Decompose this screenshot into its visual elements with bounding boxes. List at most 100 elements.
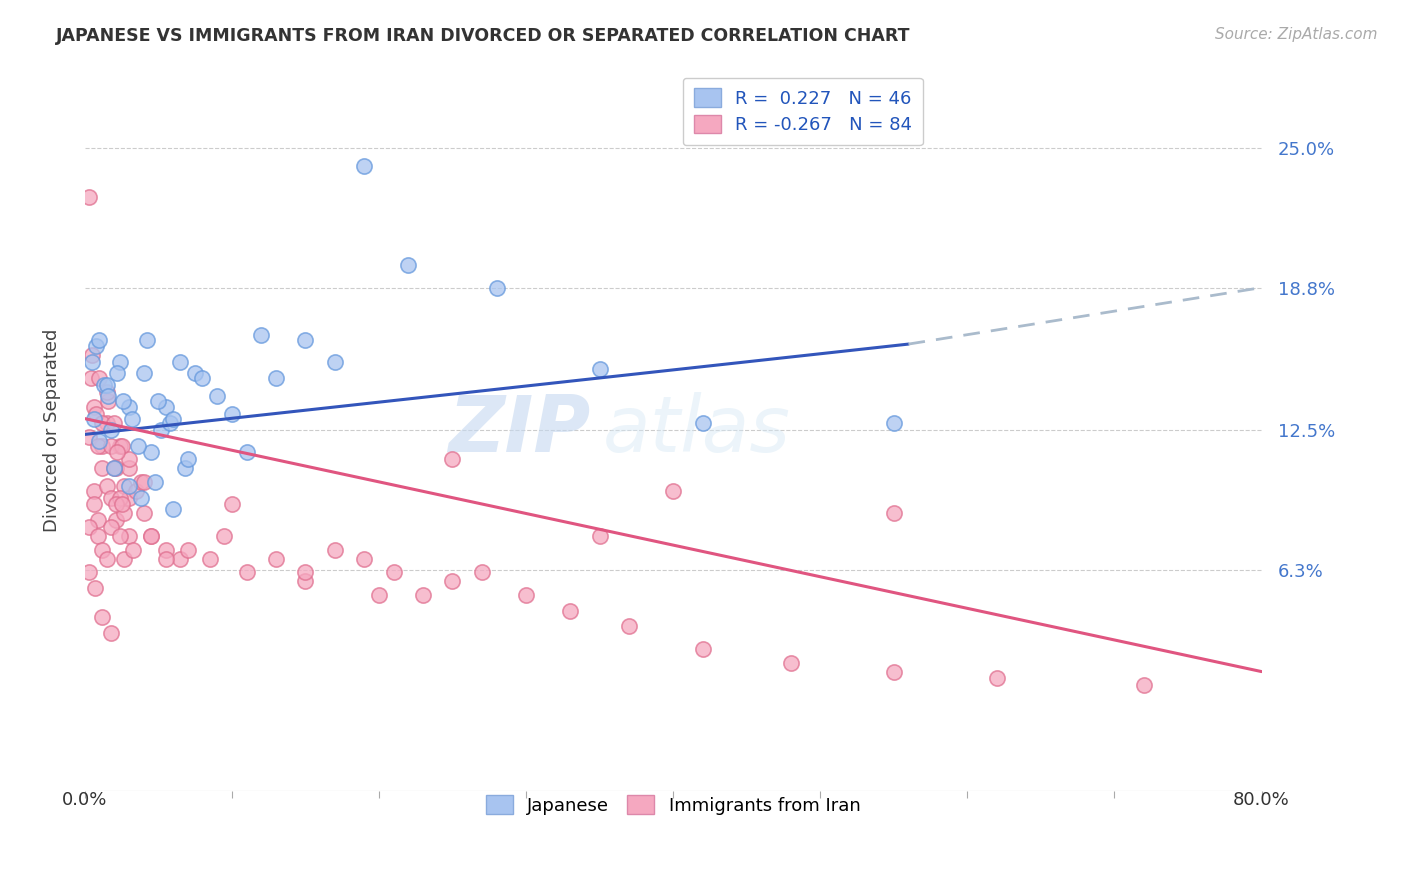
Point bbox=[294, 574, 316, 589]
Point bbox=[132, 367, 155, 381]
Point bbox=[235, 565, 257, 579]
Point bbox=[1133, 678, 1156, 692]
Point bbox=[221, 407, 243, 421]
Point bbox=[323, 542, 346, 557]
Point bbox=[80, 355, 103, 369]
Point bbox=[139, 445, 162, 459]
Point bbox=[129, 491, 152, 505]
Point bbox=[114, 551, 136, 566]
Point bbox=[148, 393, 170, 408]
Point bbox=[86, 339, 108, 353]
Point bbox=[692, 642, 714, 657]
Point bbox=[139, 529, 162, 543]
Point bbox=[515, 588, 537, 602]
Point bbox=[77, 190, 100, 204]
Point bbox=[135, 333, 157, 347]
Point bbox=[80, 348, 103, 362]
Point bbox=[89, 434, 111, 449]
Point bbox=[159, 416, 181, 430]
Point bbox=[883, 507, 905, 521]
Point bbox=[441, 452, 464, 467]
Point bbox=[127, 439, 149, 453]
Point bbox=[77, 430, 100, 444]
Text: 0.0%: 0.0% bbox=[62, 791, 107, 809]
Point bbox=[125, 483, 148, 498]
Point bbox=[412, 588, 434, 602]
Point bbox=[129, 475, 152, 489]
Point bbox=[104, 513, 127, 527]
Point bbox=[177, 452, 200, 467]
Point bbox=[91, 461, 114, 475]
Point bbox=[353, 551, 375, 566]
Point bbox=[86, 407, 108, 421]
Point bbox=[108, 355, 131, 369]
Point bbox=[471, 565, 494, 579]
Point bbox=[162, 411, 184, 425]
Point bbox=[485, 280, 508, 294]
Point bbox=[104, 498, 127, 512]
Point bbox=[132, 475, 155, 489]
Point bbox=[100, 626, 122, 640]
Point bbox=[111, 393, 134, 408]
Point bbox=[264, 371, 287, 385]
Point bbox=[779, 656, 801, 670]
Point bbox=[294, 565, 316, 579]
Point bbox=[91, 542, 114, 557]
Point bbox=[191, 371, 214, 385]
Point bbox=[353, 159, 375, 173]
Point bbox=[100, 439, 122, 453]
Y-axis label: Divorced or Separated: Divorced or Separated bbox=[44, 328, 60, 532]
Point bbox=[214, 529, 236, 543]
Point bbox=[883, 416, 905, 430]
Point bbox=[105, 367, 128, 381]
Point bbox=[441, 574, 464, 589]
Point bbox=[96, 416, 118, 430]
Point bbox=[617, 619, 640, 633]
Legend: Japanese, Immigrants from Iran: Japanese, Immigrants from Iran bbox=[475, 785, 872, 826]
Point bbox=[235, 445, 257, 459]
Point bbox=[97, 393, 120, 408]
Point bbox=[323, 355, 346, 369]
Point bbox=[173, 461, 195, 475]
Point bbox=[169, 551, 191, 566]
Point bbox=[87, 529, 110, 543]
Point bbox=[155, 551, 177, 566]
Text: JAPANESE VS IMMIGRANTS FROM IRAN DIVORCED OR SEPARATED CORRELATION CHART: JAPANESE VS IMMIGRANTS FROM IRAN DIVORCE… bbox=[56, 27, 911, 45]
Point bbox=[294, 333, 316, 347]
Point bbox=[89, 371, 111, 385]
Point bbox=[91, 610, 114, 624]
Point bbox=[87, 513, 110, 527]
Point bbox=[100, 520, 122, 534]
Point bbox=[139, 529, 162, 543]
Point bbox=[108, 439, 131, 453]
Point bbox=[588, 362, 610, 376]
Text: ZIP: ZIP bbox=[449, 392, 591, 468]
Point bbox=[396, 258, 419, 272]
Point bbox=[83, 483, 105, 498]
Point bbox=[155, 542, 177, 557]
Point bbox=[103, 416, 125, 430]
Point bbox=[221, 498, 243, 512]
Point bbox=[883, 665, 905, 679]
Point bbox=[79, 371, 101, 385]
Point bbox=[108, 491, 131, 505]
Point bbox=[96, 384, 118, 399]
Point bbox=[91, 416, 114, 430]
Point bbox=[250, 328, 273, 343]
Point bbox=[121, 411, 143, 425]
Point bbox=[110, 498, 132, 512]
Point bbox=[104, 461, 127, 475]
Point bbox=[96, 479, 118, 493]
Point bbox=[83, 498, 105, 512]
Point bbox=[155, 401, 177, 415]
Point bbox=[96, 377, 118, 392]
Point bbox=[97, 389, 120, 403]
Point bbox=[692, 416, 714, 430]
Text: atlas: atlas bbox=[603, 392, 790, 468]
Point bbox=[77, 520, 100, 534]
Point bbox=[100, 491, 122, 505]
Point bbox=[103, 461, 125, 475]
Point bbox=[118, 461, 141, 475]
Point bbox=[89, 333, 111, 347]
Point bbox=[368, 588, 391, 602]
